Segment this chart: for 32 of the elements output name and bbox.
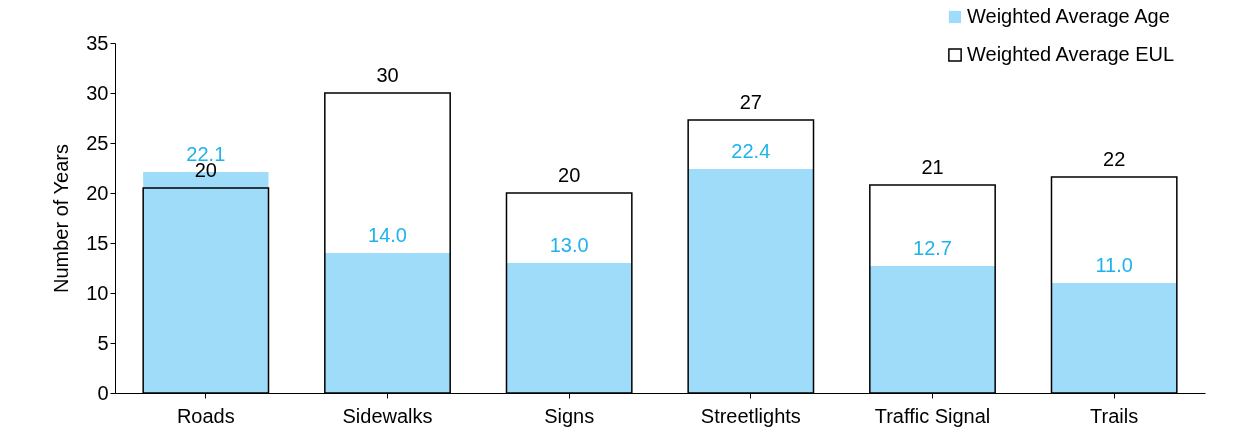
x-tick-label: Signs [544, 404, 595, 427]
y-tick-label: 0 [97, 381, 109, 404]
data-label: 11.0 [1095, 254, 1133, 276]
x-tick-label: Roads [176, 404, 235, 427]
data-label: 20 [558, 164, 581, 186]
data-label: 13.0 [549, 234, 589, 256]
bar [1051, 283, 1177, 393]
x-tick-label: Streetlights [700, 404, 801, 427]
y-axis-title: Number of Years [50, 144, 73, 293]
x-tick-label: Traffic Signal [874, 404, 991, 427]
bar [506, 263, 632, 393]
data-label: 22 [1103, 148, 1126, 170]
y-tick-label: 10 [86, 281, 109, 304]
x-tick-label: Trails [1090, 404, 1139, 427]
x-tick-label: Sidewalks [342, 404, 433, 427]
data-label: 14.0 [368, 224, 407, 246]
data-label: 30 [376, 64, 399, 86]
data-label: 22.4 [731, 140, 771, 162]
bar [869, 266, 996, 393]
bar [324, 253, 451, 393]
data-label: 27 [739, 91, 762, 113]
y-tick-label: 25 [86, 131, 109, 154]
y-tick-label: 30 [86, 81, 109, 104]
legend-label: Weighted Average EUL [967, 43, 1175, 65]
legend-label: Weighted Average Age [967, 5, 1170, 27]
data-label: 21 [921, 156, 944, 178]
data-label: 12.7 [913, 237, 952, 259]
y-tick-label: 20 [86, 181, 109, 204]
y-tick-label: 35 [86, 31, 109, 54]
y-tick-label: 5 [97, 331, 109, 354]
y-tick-label: 15 [86, 231, 109, 254]
bar [688, 169, 814, 393]
